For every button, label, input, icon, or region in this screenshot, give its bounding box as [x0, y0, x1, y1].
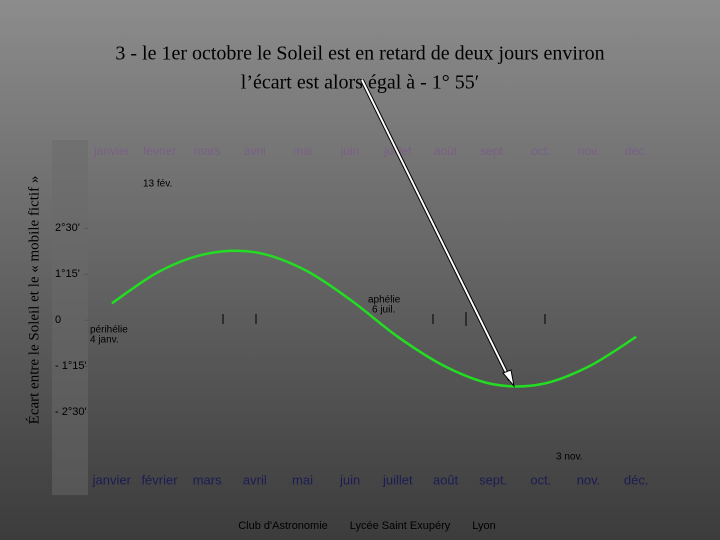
- top-month-label: sept.: [480, 144, 506, 158]
- annotation: périhélie: [90, 325, 128, 336]
- y-tick-label: 1°15': [55, 268, 80, 280]
- x-tick-label: août: [433, 472, 459, 487]
- x-tick-label: mars: [193, 472, 222, 487]
- x-tick-label: février: [141, 472, 178, 487]
- top-month-label: oct.: [531, 144, 550, 158]
- annotation: aphélie: [368, 295, 401, 306]
- top-month-label: déc.: [625, 144, 648, 158]
- y-tick-label: - 1°15': [55, 360, 87, 372]
- x-tick-label: nov.: [577, 472, 601, 487]
- top-month-label: février: [143, 144, 176, 158]
- top-month-label: nov.: [578, 144, 600, 158]
- title-line: 3 - le 1er octobre le Soleil est en reta…: [115, 43, 604, 65]
- plot: 2°30' 1°15' 0 - 1°15' - 2°30' janvier janvier f…: [55, 144, 648, 487]
- top-month-label: janvier: [93, 144, 129, 158]
- annotation: 13 fév.: [143, 179, 172, 190]
- x-tick-label: mai: [292, 472, 313, 487]
- x-tick-label: juillet: [382, 472, 413, 487]
- top-month-label: mars: [194, 144, 221, 158]
- x-tick-label: juin: [339, 472, 360, 487]
- x-tick-label: oct.: [530, 472, 551, 487]
- x-tick-label: avril: [243, 472, 267, 487]
- curve: [111, 249, 637, 388]
- axis-panel: [52, 140, 88, 495]
- annotation: 6 juil.: [372, 305, 395, 316]
- y-axis-title: Écart entre le Soleil et le « mobile fic…: [25, 176, 42, 425]
- arrow: [360, 79, 515, 388]
- annotation: 3 nov.: [556, 452, 583, 463]
- y-tick-label: - 2°30': [55, 406, 87, 418]
- x-tick-label: sept.: [479, 472, 507, 487]
- x-tick-label: janvier: [92, 472, 132, 487]
- y-tick-label: 0: [55, 314, 61, 326]
- y-tick-label: 2°30': [55, 222, 80, 234]
- top-month-label: août: [434, 144, 458, 158]
- footer-text: Club d'Astronomie: [238, 520, 328, 532]
- top-month-label: juin: [340, 144, 360, 158]
- top-month-label: mai: [293, 144, 312, 158]
- zero-ticks: [222, 312, 546, 326]
- footer-text: Lyon: [472, 520, 495, 532]
- x-tick-label: déc.: [624, 472, 649, 487]
- title-line: l’écart est alors égal à - 1° 55′: [241, 72, 479, 94]
- annotation: 4 janv.: [90, 335, 119, 346]
- top-month-label: avril: [244, 144, 266, 158]
- footer-text: Lycée Saint Exupéry: [350, 520, 451, 532]
